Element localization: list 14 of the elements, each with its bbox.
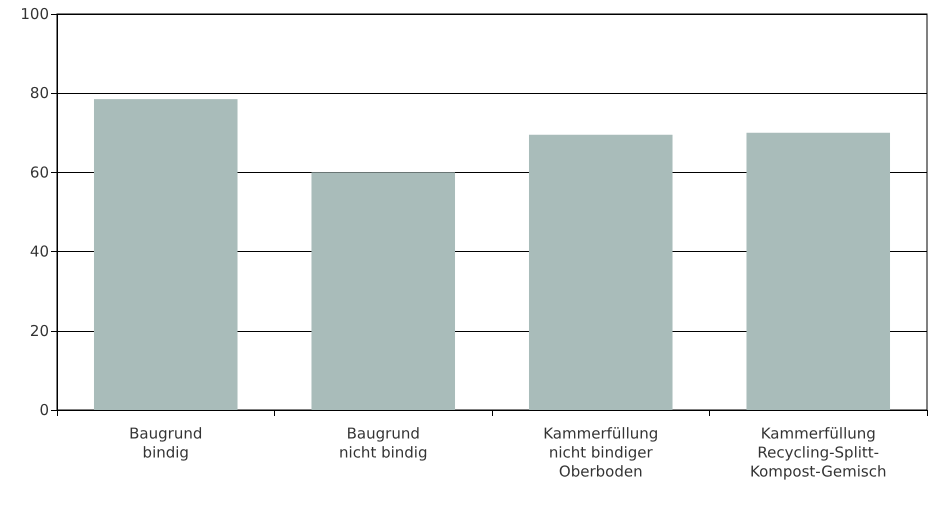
y-tick-label: 100	[20, 5, 49, 23]
x-tick-label: Kammerfüllung Recycling-Splitt- Kompost-Gemisch	[750, 424, 886, 480]
bar	[311, 172, 456, 410]
x-tick-label: Baugrund bindig	[129, 424, 202, 462]
bar	[528, 134, 673, 410]
y-tick-label: 40	[30, 242, 49, 261]
bar	[746, 132, 890, 410]
y-tick-label: 20	[30, 322, 49, 340]
y-tick-label: 60	[30, 163, 49, 182]
x-tick-label: Baugrund nicht bindig	[339, 424, 428, 462]
x-tick-label: Kammerfüllung nicht bindiger Oberboden	[543, 424, 658, 480]
y-tick-label: 0	[39, 401, 49, 419]
y-tick-label: 80	[30, 84, 49, 102]
bar	[94, 99, 238, 410]
